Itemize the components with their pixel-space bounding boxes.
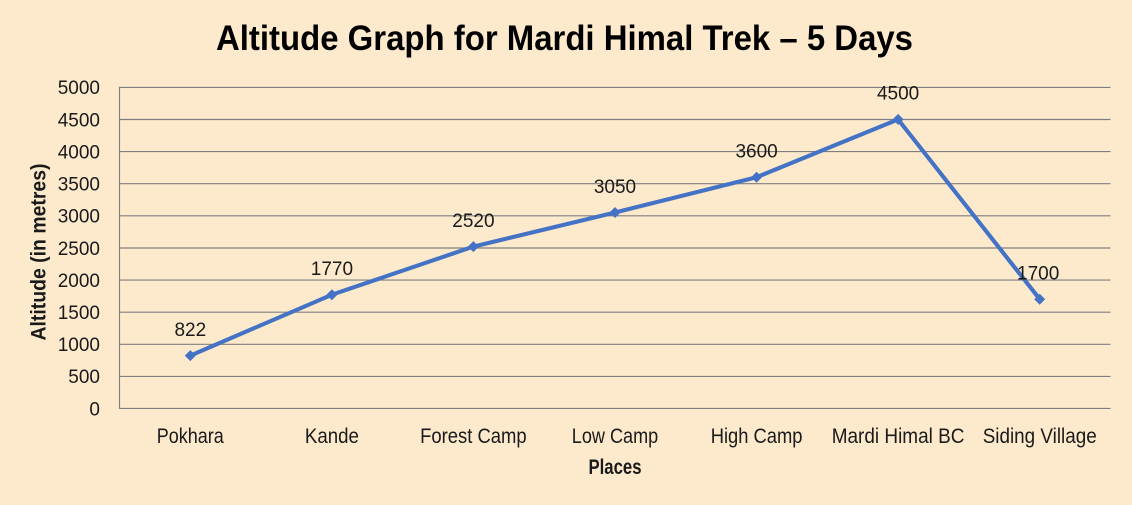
- svg-text:3000: 3000: [58, 207, 100, 228]
- svg-text:Places: Places: [589, 456, 642, 479]
- svg-text:High Camp: High Camp: [711, 425, 803, 448]
- svg-text:Pokhara: Pokhara: [157, 425, 224, 448]
- svg-text:1770: 1770: [311, 259, 353, 280]
- svg-text:4500: 4500: [58, 110, 100, 131]
- svg-text:3600: 3600: [735, 142, 777, 163]
- svg-text:Forest Camp: Forest Camp: [420, 425, 527, 448]
- svg-text:2000: 2000: [58, 271, 100, 292]
- svg-text:1000: 1000: [58, 335, 100, 356]
- svg-text:Kande: Kande: [305, 425, 359, 448]
- svg-text:Siding Village: Siding Village: [983, 425, 1097, 448]
- svg-text:500: 500: [68, 367, 100, 388]
- svg-text:1700: 1700: [1017, 264, 1059, 285]
- svg-text:822: 822: [174, 320, 206, 341]
- svg-text:3050: 3050: [594, 177, 636, 198]
- svg-text:Altitude (in metres): Altitude (in metres): [28, 164, 51, 341]
- svg-text:Altitude Graph for Mardi Himal: Altitude Graph for Mardi Himal Trek – 5 …: [216, 18, 913, 58]
- svg-text:5000: 5000: [58, 78, 100, 99]
- svg-text:0: 0: [89, 399, 100, 420]
- svg-text:2500: 2500: [58, 239, 100, 260]
- svg-text:4500: 4500: [877, 84, 919, 105]
- svg-text:3500: 3500: [58, 175, 100, 196]
- svg-text:Low Camp: Low Camp: [572, 425, 658, 448]
- svg-text:2520: 2520: [452, 211, 494, 232]
- svg-text:4000: 4000: [58, 142, 100, 163]
- svg-text:1500: 1500: [58, 303, 100, 324]
- svg-text:Mardi Himal BC: Mardi Himal BC: [832, 425, 965, 448]
